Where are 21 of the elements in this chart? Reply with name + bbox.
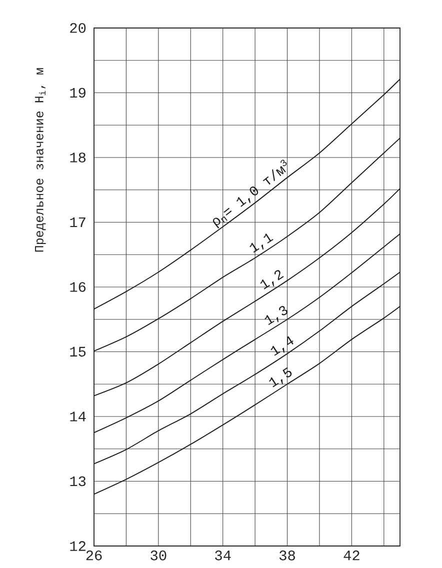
text: 1,2: [260, 270, 284, 290]
y-tick-label: 19: [70, 88, 86, 98]
y-tick-label: 16: [70, 282, 86, 292]
y-tick-label: 14: [70, 412, 86, 422]
text: 1,1: [250, 233, 274, 253]
y-tick-label: 20: [70, 23, 86, 33]
text: 1,4: [270, 336, 294, 356]
y-axis-title: Предельное значение H$_{i}$, м: [35, 68, 46, 252]
y-tick-label: 18: [70, 152, 86, 162]
text: ρ$_{п}$= 1,0 т/м$^{3}$: [213, 160, 287, 229]
y-tick-label: 12: [70, 541, 86, 551]
text: 1,5: [269, 367, 292, 388]
x-tick-label: 30: [150, 550, 166, 560]
x-tick-label: 42: [344, 550, 360, 560]
x-tick-label: 38: [280, 550, 295, 560]
x-tick-label: 26: [86, 550, 102, 560]
y-tick-label: 13: [70, 476, 86, 486]
text: 1,3: [264, 306, 288, 326]
x-tick-label: 34: [215, 550, 231, 560]
y-tick-label: 17: [70, 217, 86, 228]
y-tick-label: 15: [70, 346, 86, 357]
